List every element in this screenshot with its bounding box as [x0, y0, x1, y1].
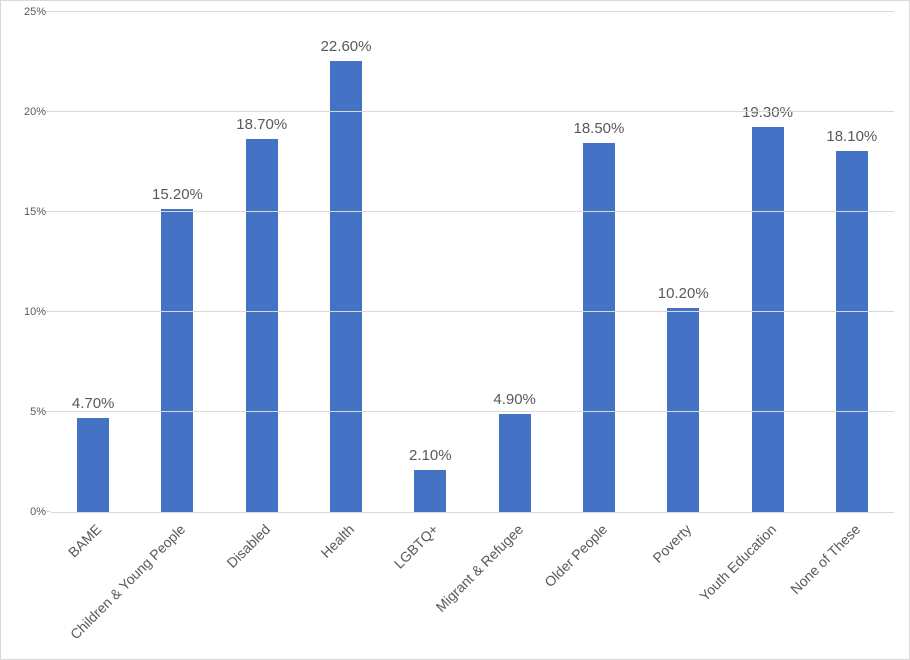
gridline: [51, 11, 894, 12]
y-tick-label: 0%: [11, 506, 46, 518]
bar-slot: 18.10%: [810, 13, 894, 512]
bar-chart: 4.70% 15.20% 18.70% 22.60% 2.10% 4.90% 18.50% 1…: [0, 0, 910, 660]
gridline: [51, 411, 894, 412]
bar-data-label: 4.70%: [72, 395, 115, 412]
bar-slot: 4.70%: [51, 13, 135, 512]
bar-slot: 22.60%: [304, 13, 388, 512]
plot-area: 4.70% 15.20% 18.70% 22.60% 2.10% 4.90% 18.50% 1…: [51, 13, 894, 513]
x-category-label: BAME: [65, 521, 104, 560]
x-category: Health: [304, 515, 388, 659]
bar: 18.70%: [246, 139, 278, 512]
bar-data-label: 2.10%: [409, 447, 452, 464]
bar-slot: 19.30%: [725, 13, 809, 512]
gridline: [51, 311, 894, 312]
gridline: [51, 111, 894, 112]
y-tick-label: 5%: [11, 406, 46, 418]
bar-data-label: 22.60%: [321, 38, 372, 55]
bar-slot: 10.20%: [641, 13, 725, 512]
bar-data-label: 15.20%: [152, 186, 203, 203]
y-tick-mark: [46, 11, 51, 12]
x-category-label: Disabled: [223, 521, 273, 571]
bar: 4.90%: [499, 414, 531, 512]
x-category-label: Poverty: [650, 521, 695, 566]
y-tick-label: 25%: [11, 6, 46, 18]
bar-slot: 18.70%: [220, 13, 304, 512]
x-category: None of These: [810, 515, 894, 659]
x-category: Migrant & Refugee: [472, 515, 556, 659]
y-tick-mark: [46, 411, 51, 412]
bar: 4.70%: [77, 418, 109, 512]
bar-slot: 15.20%: [135, 13, 219, 512]
x-category: Older People: [557, 515, 641, 659]
bar-slot: 4.90%: [472, 13, 556, 512]
bar: 18.10%: [836, 151, 868, 512]
y-tick-mark: [46, 511, 51, 512]
x-category: Children & Young People: [135, 515, 219, 659]
x-category-label: Health: [317, 521, 357, 561]
x-axis-labels: BAME Children & Young PeopleDisabled Healt…: [51, 515, 894, 659]
bar-data-label: 18.70%: [236, 116, 287, 133]
y-tick-mark: [46, 311, 51, 312]
bar-data-label: 18.10%: [826, 128, 877, 145]
bar: 22.60%: [330, 61, 362, 512]
bar-data-label: 18.50%: [573, 120, 624, 137]
bars-container: 4.70% 15.20% 18.70% 22.60% 2.10% 4.90% 18.50% 1…: [51, 13, 894, 512]
x-category-label: LGBTQ+: [391, 521, 442, 572]
x-category: Disabled: [220, 515, 304, 659]
y-tick-mark: [46, 211, 51, 212]
bar: 15.20%: [161, 209, 193, 512]
bar-slot: 18.50%: [557, 13, 641, 512]
y-tick-label: 10%: [11, 306, 46, 318]
bar-data-label: 10.20%: [658, 285, 709, 302]
bar: 2.10%: [414, 470, 446, 512]
bar-slot: 2.10%: [388, 13, 472, 512]
bar: 18.50%: [583, 143, 615, 512]
y-tick-mark: [46, 111, 51, 112]
bar-data-label: 19.30%: [742, 104, 793, 121]
y-tick-label: 15%: [11, 206, 46, 218]
gridline: [51, 211, 894, 212]
bar: 19.30%: [752, 127, 784, 512]
y-tick-label: 20%: [11, 106, 46, 118]
bar-data-label: 4.90%: [493, 391, 536, 408]
